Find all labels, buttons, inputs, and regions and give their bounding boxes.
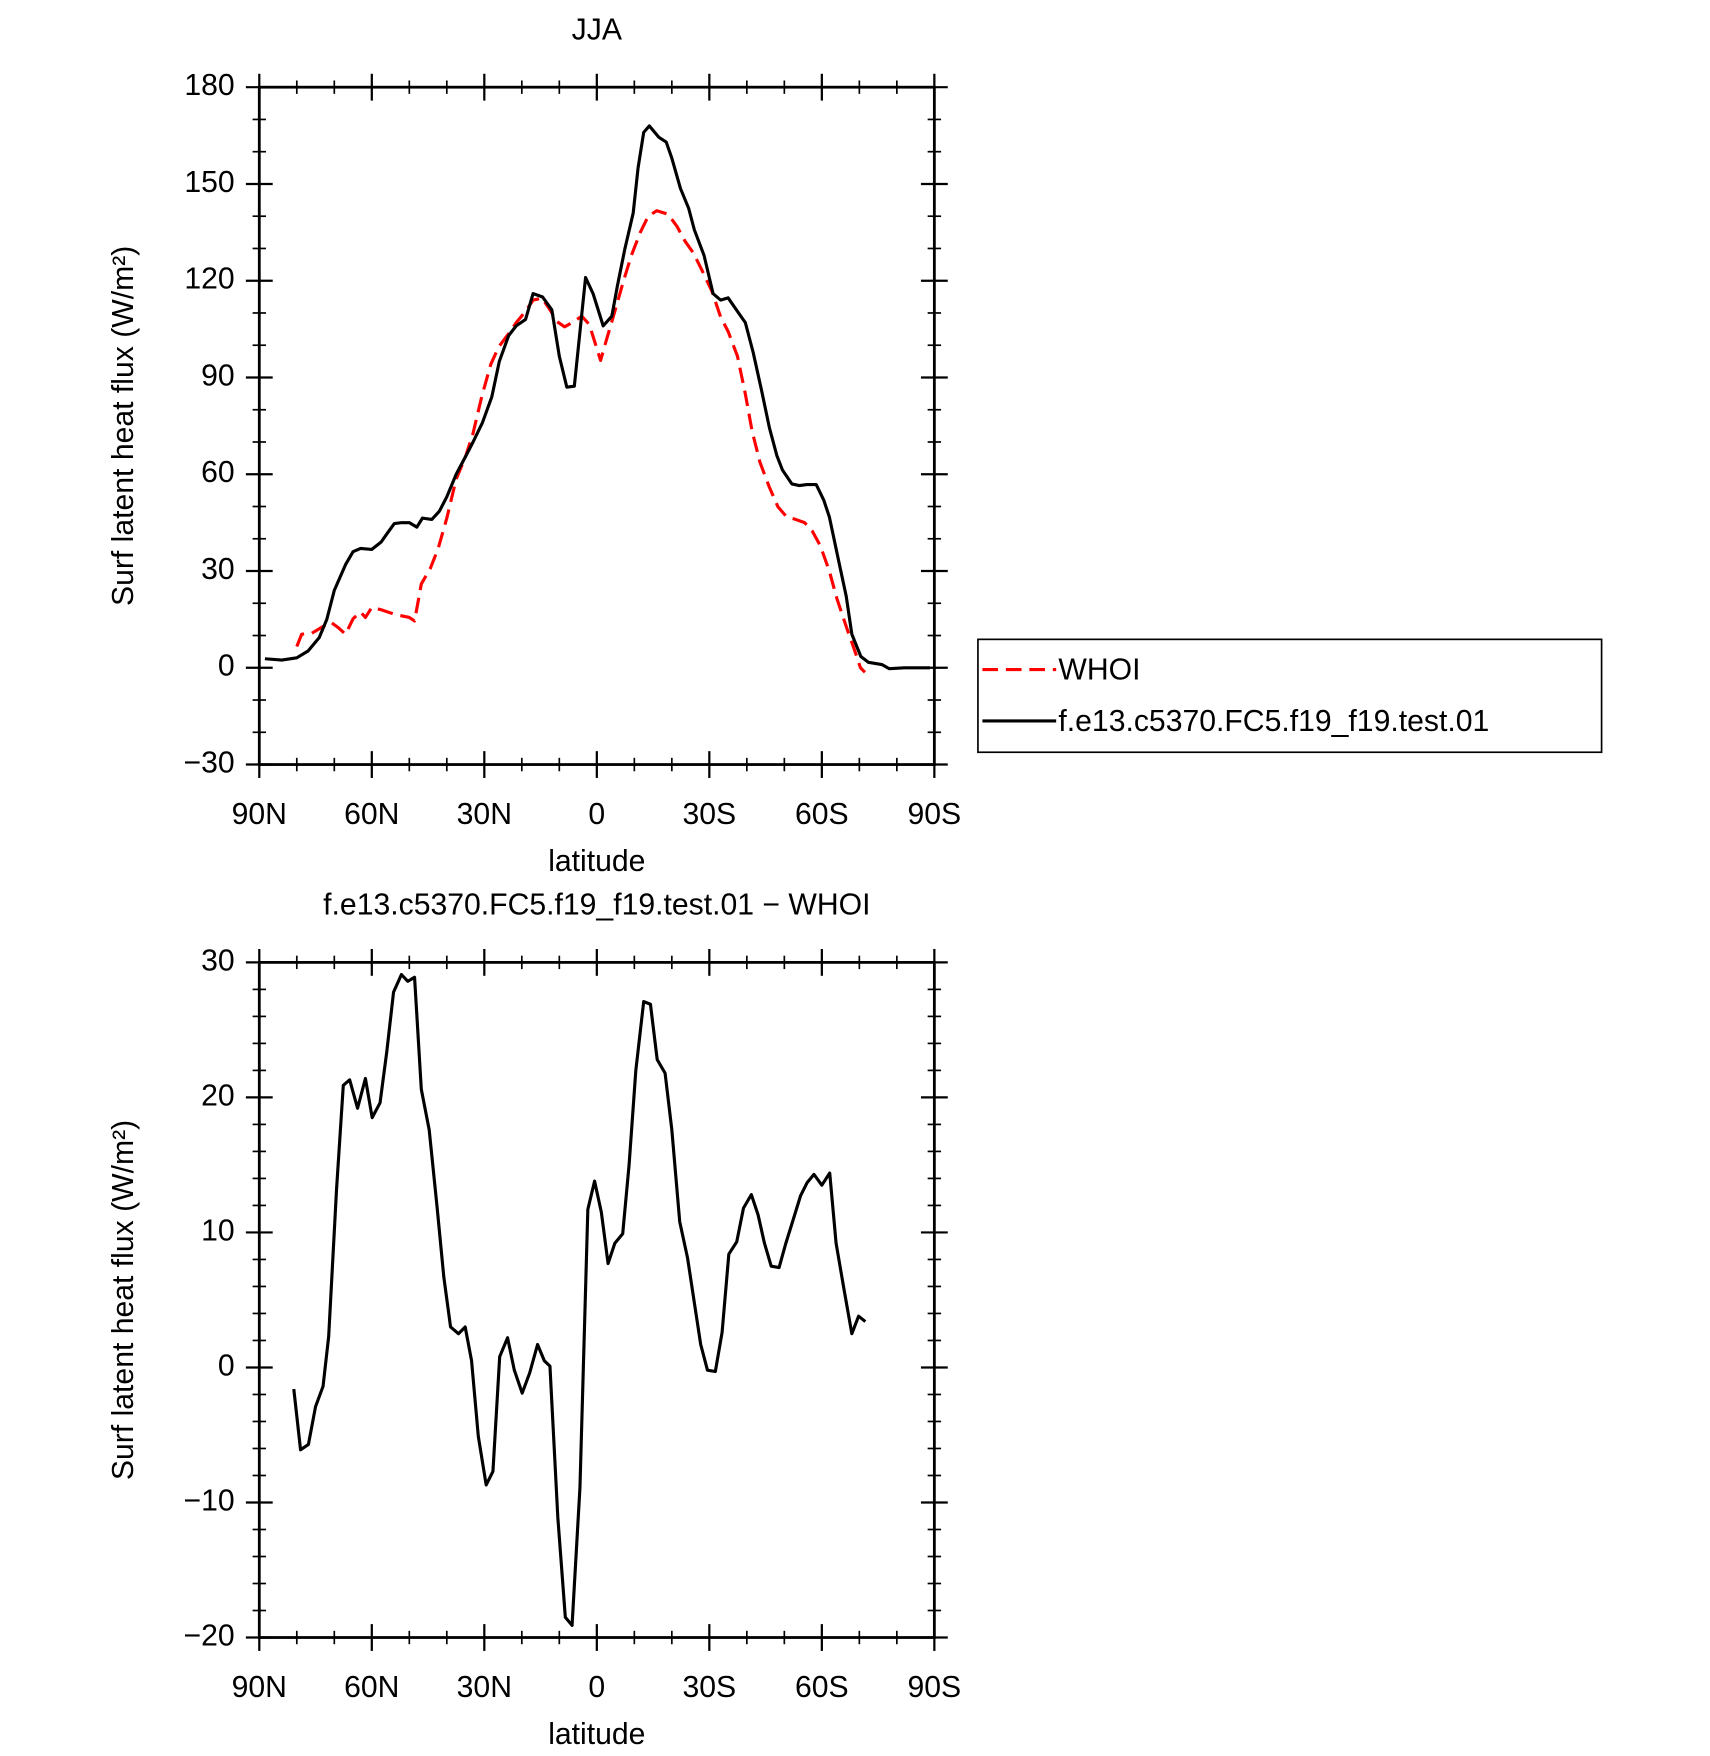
y-tick-label: 150 xyxy=(184,166,234,199)
plot-frame xyxy=(257,85,936,766)
y-tick-label: 30 xyxy=(201,944,235,977)
y-tick-label: 0 xyxy=(218,1349,235,1382)
y-tick-label: 10 xyxy=(201,1214,235,1247)
x-tick-label: 90S xyxy=(908,1671,962,1704)
x-tick-label: 30S xyxy=(682,798,736,831)
y-tick-label: 90 xyxy=(201,359,235,392)
y-tick-label: −30 xyxy=(184,747,235,780)
x-tick-label: 90S xyxy=(908,798,962,831)
data-line xyxy=(292,972,867,1627)
x-tick-label: 60S xyxy=(795,1671,849,1704)
x-tick-label: 90N xyxy=(232,1671,287,1704)
x-tick-label: 60S xyxy=(795,798,849,831)
x-axis-label: latitude xyxy=(548,1718,645,1751)
chart-title: f.e13.c5370.FC5.f19_f19.test.01 − WHOI xyxy=(323,888,870,921)
legend-label: f.e13.c5370.FC5.f19_f19.test.01 xyxy=(1058,705,1489,738)
x-tick-label: 60N xyxy=(344,1671,399,1704)
x-tick-label: 30N xyxy=(457,798,512,831)
y-tick-label: 180 xyxy=(184,69,234,102)
data-line xyxy=(295,209,867,674)
x-axis-label: latitude xyxy=(548,845,645,878)
x-tick-label: 30S xyxy=(682,1671,736,1704)
data-line xyxy=(264,124,930,671)
x-tick-label: 0 xyxy=(588,1671,605,1704)
y-tick-label: 30 xyxy=(201,553,235,586)
plot-frame xyxy=(257,960,936,1639)
y-tick-label: 60 xyxy=(201,456,235,489)
y-axis-label: Surf latent heat flux (W/m²) xyxy=(107,246,140,606)
x-tick-label: 0 xyxy=(588,798,605,831)
y-tick-label: −20 xyxy=(184,1619,235,1652)
x-tick-label: 90N xyxy=(232,798,287,831)
y-axis-label: Surf latent heat flux (W/m²) xyxy=(107,1120,140,1480)
x-tick-label: 60N xyxy=(344,798,399,831)
legend-box xyxy=(977,638,1603,754)
y-tick-label: 20 xyxy=(201,1079,235,1112)
chart-title: JJA xyxy=(572,13,623,46)
y-tick-label: 0 xyxy=(218,650,235,683)
legend: WHOI f.e13.c5370.FC5.f19_f19.test.01 xyxy=(977,638,1603,754)
x-tick-label: 30N xyxy=(457,1671,512,1704)
legend-label: WHOI xyxy=(1058,654,1140,687)
y-tick-label: −10 xyxy=(184,1484,235,1517)
y-tick-label: 120 xyxy=(184,263,234,296)
